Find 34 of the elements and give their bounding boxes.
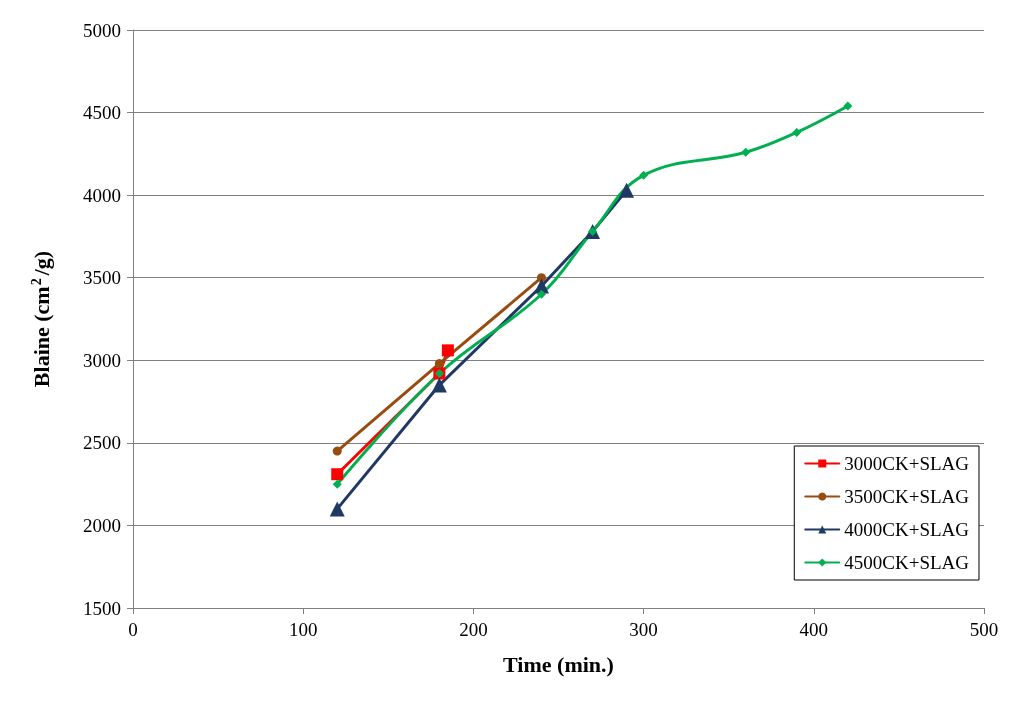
point	[792, 127, 802, 137]
legend-label: 4500CK+SLAG	[844, 552, 970, 573]
y-tick-label: 3500	[83, 267, 121, 289]
point	[332, 479, 342, 489]
y-tick-label: 1500	[83, 597, 121, 619]
point	[843, 101, 853, 111]
y-tick-label: 5000	[83, 19, 121, 41]
point	[332, 446, 342, 456]
legend-label: 4000CK+SLAG	[844, 519, 970, 540]
legend-label: 3000CK+SLAG	[844, 453, 970, 474]
point	[741, 147, 751, 157]
y-axis-title: Blaine (cm2/g)	[28, 250, 54, 388]
point	[329, 501, 345, 517]
point	[331, 468, 344, 481]
point	[434, 359, 444, 369]
x-tick-label: 400	[799, 619, 829, 640]
legend-label: 3500CK+SLAG	[844, 486, 970, 507]
x-tick-label: 200	[459, 619, 488, 640]
x-axis-title: Time (min.)	[503, 651, 614, 677]
y-tick-label: 4500	[83, 102, 121, 124]
y-tick-label: 3000	[83, 349, 121, 371]
x-tick-label: 300	[629, 619, 658, 640]
point	[431, 377, 447, 393]
y-tick-label: 2500	[83, 432, 121, 454]
point	[639, 170, 649, 180]
x-tick-label: 100	[288, 619, 318, 640]
y-tick-label: 2000	[83, 514, 121, 536]
point	[619, 182, 635, 198]
x-tick-label: 500	[969, 619, 999, 640]
point	[536, 289, 546, 299]
y-tick-label: 4000	[83, 184, 121, 206]
point	[536, 273, 546, 283]
point	[441, 344, 454, 357]
x-tick-label: 0	[128, 619, 138, 640]
